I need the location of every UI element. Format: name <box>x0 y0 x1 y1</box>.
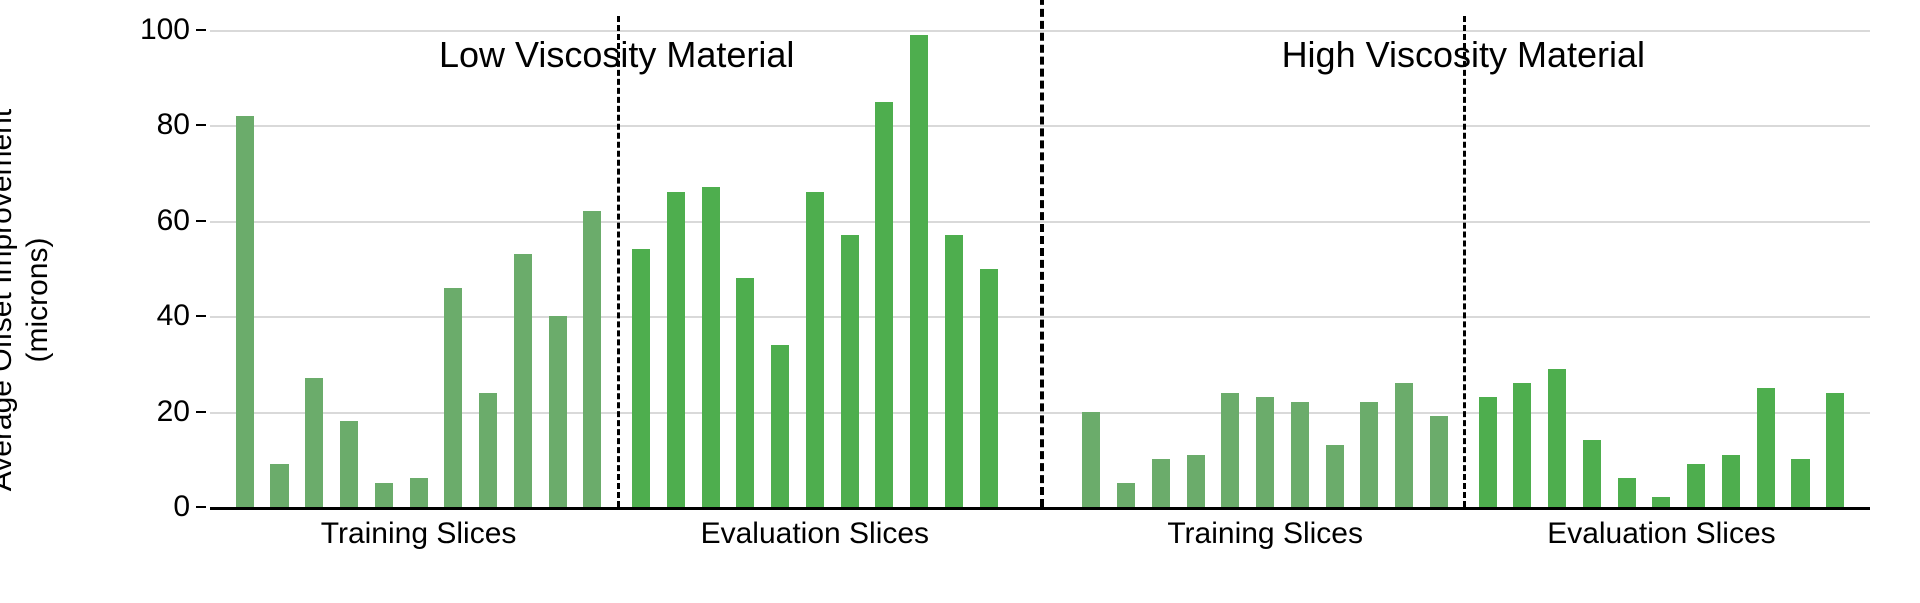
group-divider <box>1463 16 1466 507</box>
bar <box>1618 478 1636 507</box>
y-tick <box>196 29 206 31</box>
plot-area: 020406080100Low Viscosity MaterialTraini… <box>210 30 1870 510</box>
y-axis-label: Average Offset Improvement (microns) <box>0 109 56 491</box>
bar <box>806 192 824 507</box>
bar <box>736 278 754 507</box>
bar <box>444 288 462 507</box>
bar <box>1221 393 1239 507</box>
panel-title: Low Viscosity Material <box>439 34 794 76</box>
bar <box>1326 445 1344 507</box>
bar <box>945 235 963 507</box>
y-tick-label: 100 <box>140 13 190 47</box>
bar <box>305 378 323 507</box>
bar <box>1757 388 1775 507</box>
y-tick <box>196 315 206 317</box>
bar <box>1583 440 1601 507</box>
bar <box>1430 416 1448 507</box>
bar <box>479 393 497 507</box>
group-divider <box>617 16 620 507</box>
bar <box>1652 497 1670 507</box>
bar <box>910 35 928 507</box>
bar <box>375 483 393 507</box>
y-tick-label: 60 <box>157 204 190 238</box>
y-tick-label: 80 <box>157 108 190 142</box>
bar <box>980 269 998 508</box>
x-group-label: Evaluation Slices <box>701 517 929 551</box>
bar <box>1548 369 1566 507</box>
bar <box>549 316 567 507</box>
bar <box>1082 412 1100 507</box>
y-tick <box>196 506 206 508</box>
bar <box>1395 383 1413 507</box>
bar <box>1722 455 1740 507</box>
bar <box>632 249 650 507</box>
bar <box>667 192 685 507</box>
panel-divider <box>1040 0 1044 507</box>
bar <box>1152 459 1170 507</box>
y-tick <box>196 220 206 222</box>
bar <box>270 464 288 507</box>
bar <box>1187 455 1205 507</box>
bar <box>410 478 428 507</box>
bar <box>1256 397 1274 507</box>
y-tick-label: 40 <box>157 299 190 333</box>
bar <box>1479 397 1497 507</box>
bar <box>841 235 859 507</box>
x-group-label: Training Slices <box>321 517 517 551</box>
bar <box>1513 383 1531 507</box>
bar <box>771 345 789 507</box>
bar <box>702 187 720 507</box>
bar <box>875 102 893 507</box>
bar <box>340 421 358 507</box>
bar <box>236 116 254 507</box>
bar <box>1791 459 1809 507</box>
bar <box>1687 464 1705 507</box>
y-tick-label: 20 <box>157 395 190 429</box>
bar <box>1360 402 1378 507</box>
bar <box>1826 393 1844 507</box>
y-tick <box>196 411 206 413</box>
x-group-label: Training Slices <box>1167 517 1363 551</box>
bar <box>583 211 601 507</box>
x-group-label: Evaluation Slices <box>1547 517 1775 551</box>
bar <box>514 254 532 507</box>
y-tick-label: 0 <box>173 490 190 524</box>
y-tick <box>196 124 206 126</box>
bar <box>1291 402 1309 507</box>
panel-title: High Viscosity Material <box>1282 34 1645 76</box>
bar-chart: Average Offset Improvement (microns) 020… <box>30 20 1890 580</box>
bar <box>1117 483 1135 507</box>
